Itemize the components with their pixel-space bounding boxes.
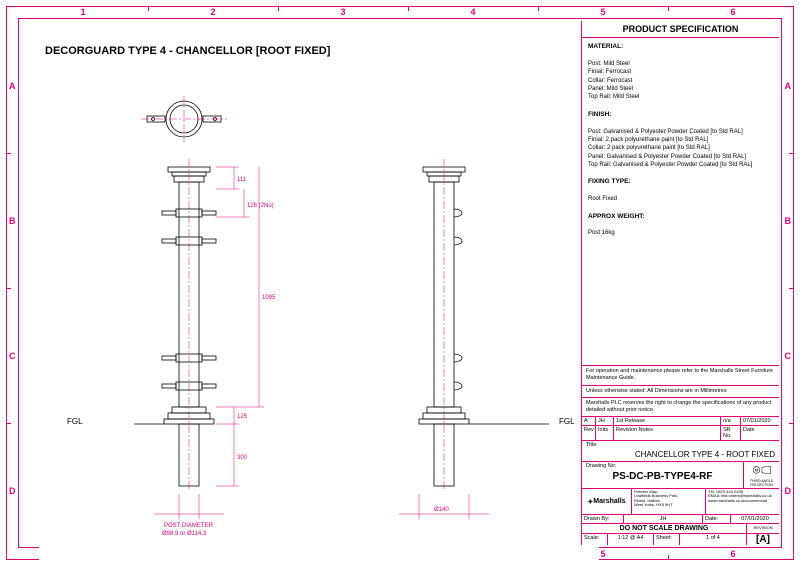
- projection-label: THIRD ANGLE PROJECTION: [746, 479, 777, 487]
- col-label: 3: [278, 7, 408, 17]
- row-label: A: [9, 18, 16, 153]
- svg-text:POST DIAMETER: POST DIAMETER: [164, 523, 214, 529]
- title-block: For operation and maintenance please ref…: [582, 365, 779, 545]
- fixing-heading: FIXING TYPE:: [588, 178, 631, 185]
- scale-h: Scale:: [582, 534, 608, 545]
- rev-h: Rev: [582, 426, 596, 440]
- material-heading: MATERIAL:: [588, 43, 623, 50]
- drawn-by: JH: [624, 515, 703, 523]
- marshalls-logo: ✦Marshalls: [582, 489, 632, 514]
- finish-heading: FINISH:: [588, 111, 611, 118]
- sheet: 1 of 4: [680, 534, 747, 545]
- rev-na: n/a: [721, 417, 741, 425]
- col-label: 4: [408, 7, 538, 17]
- sheet-h: Sheet:: [654, 534, 680, 545]
- svg-text:128 (2No): 128 (2No): [247, 203, 274, 209]
- row-label: D: [9, 423, 16, 558]
- material-line: Top Rail: Mild Steel: [588, 93, 773, 101]
- finish-line: Top Rail: Galvanised & Polyester Powder …: [588, 161, 773, 169]
- address: Premier Way, Lowfields Business Park, El…: [632, 489, 706, 514]
- svg-text:Ø98.9 or Ø114.3: Ø98.9 or Ø114.3: [162, 531, 207, 537]
- fgl-label: FGL: [67, 417, 83, 426]
- finish-line: Panel: Galvanised & Polyester Powder Coa…: [588, 153, 773, 161]
- rev-label: REVISION: [747, 524, 779, 533]
- drawn-h: Drawn By:: [582, 515, 624, 523]
- row-label: A: [785, 18, 792, 153]
- side-elevation: Ø140: [389, 159, 569, 544]
- projection-icon: [751, 463, 773, 477]
- inner-frame: DECORGUARD TYPE 4 - CHANCELLOR [ROOT FIX…: [18, 18, 782, 548]
- col-label: 6: [668, 7, 798, 17]
- tick: [278, 6, 279, 11]
- col-label: 5: [538, 7, 668, 17]
- row-label: C: [9, 288, 16, 423]
- row-label: B: [785, 153, 792, 288]
- init-h: Inits: [596, 426, 614, 440]
- drawing-area: DECORGUARD TYPE 4 - CHANCELLOR [ROOT FIX…: [39, 39, 599, 565]
- rev-init: JH: [596, 417, 614, 425]
- col-label: 2: [148, 7, 278, 17]
- rev-big: [A]: [747, 534, 779, 545]
- dims-note: Unless otherwise stated: All Dimensions …: [582, 386, 779, 398]
- svg-text:125: 125: [237, 414, 248, 420]
- tick: [408, 6, 409, 11]
- tick: [148, 6, 149, 11]
- svg-text:Ø140: Ø140: [434, 507, 449, 513]
- material-line: Post: Mild Steel: [588, 60, 773, 68]
- date2-h: Date:: [703, 515, 731, 523]
- dno-label: Drawing No:: [582, 462, 743, 469]
- weight-heading: APPROX WEIGHT:: [588, 213, 645, 220]
- col-label: 6: [668, 549, 798, 559]
- do-not-scale: DO NOT SCALE DRAWING: [582, 524, 747, 533]
- tick: [789, 153, 794, 154]
- maintenance-note: For operation and maintenance please ref…: [582, 366, 779, 385]
- date-h: Date: [741, 426, 779, 440]
- contact: TEL 0870 443 2438 EMAIL mst.orders@marsh…: [706, 489, 779, 514]
- plan-view: [139, 94, 229, 144]
- finish-line: Collar: 2 pack polyurethane paint [to St…: [588, 144, 773, 152]
- scale: 1:12 @ A4: [608, 534, 654, 545]
- tick: [6, 423, 11, 424]
- material-line: Collar: Ferrocast: [588, 77, 773, 85]
- front-elevation: 111 128 (2No) 1095 125 300 POST DIAMETER…: [134, 159, 314, 544]
- svg-text:300: 300: [237, 455, 248, 461]
- sr-h: SR No.: [721, 426, 741, 440]
- drawing-title-val: CHANCELLOR TYPE 4 - ROOT FIXED: [582, 448, 779, 461]
- spec-panel: PRODUCT SPECIFICATION MATERIAL: Post: Mi…: [581, 21, 779, 545]
- tick: [6, 288, 11, 289]
- row-label: B: [9, 153, 16, 288]
- svg-text:111: 111: [237, 177, 247, 183]
- finish-line: Finial: 2 pack polyurethane paint [to St…: [588, 136, 773, 144]
- tick: [6, 153, 11, 154]
- weight-value: Post 16kg: [588, 229, 773, 237]
- drawing-number: PS-DC-PB-TYPE4-RF: [582, 469, 743, 484]
- fixing-value: Root Fixed: [588, 195, 773, 203]
- date2: 07/01/2020: [731, 515, 779, 523]
- rights-note: Marshalls PLC reserves the right to chan…: [582, 398, 779, 417]
- col-label: 1: [18, 7, 148, 17]
- fgl-label: FGL: [559, 417, 575, 426]
- rev-note: 1st Release: [614, 417, 721, 425]
- drawing-title: DECORGUARD TYPE 4 - CHANCELLOR [ROOT FIX…: [45, 45, 330, 57]
- rev-letter: A: [582, 417, 596, 425]
- tick: [668, 6, 669, 11]
- svg-text:1095: 1095: [262, 295, 276, 301]
- row-label: D: [785, 423, 792, 558]
- tick: [789, 288, 794, 289]
- row-label: C: [785, 288, 792, 423]
- finish-line: Post: Galvanised & Polyester Powder Coat…: [588, 128, 773, 136]
- tick: [668, 555, 669, 560]
- notes-h: Revision Notes: [614, 426, 721, 440]
- material-line: Panel: Mild Steel: [588, 85, 773, 93]
- rev-date: 07/01/2020: [741, 417, 779, 425]
- material-line: Finial: Ferrocast: [588, 68, 773, 76]
- tick: [538, 6, 539, 11]
- title-label: Title:: [582, 441, 779, 448]
- spec-header: PRODUCT SPECIFICATION: [582, 21, 779, 38]
- tick: [789, 423, 794, 424]
